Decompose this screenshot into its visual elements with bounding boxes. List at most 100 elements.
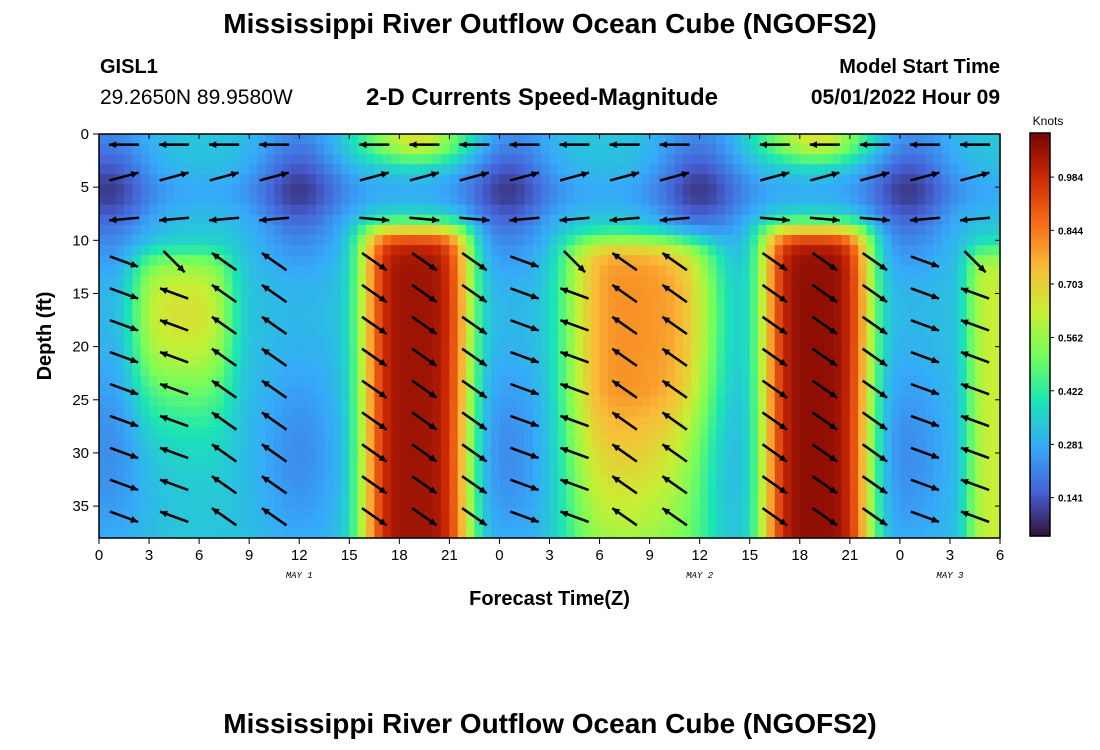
- heatmap-cell: [733, 235, 742, 246]
- heatmap-cell: [824, 457, 834, 468]
- heatmap-cell: [99, 507, 108, 519]
- heatmap-cell: [207, 265, 217, 276]
- heatmap-cell: [933, 174, 943, 186]
- heatmap-cell: [816, 295, 826, 307]
- heatmap-cell: [190, 245, 200, 256]
- heatmap-cell: [249, 497, 259, 509]
- heatmap-cell: [666, 467, 676, 478]
- heatmap-cell: [140, 154, 150, 165]
- colorbar-segment: [1030, 146, 1050, 151]
- heatmap-cell: [265, 467, 275, 478]
- heatmap-cell: [974, 457, 984, 468]
- heatmap-cell: [599, 224, 609, 236]
- heatmap-cell: [899, 194, 909, 206]
- current-arrow: [910, 287, 940, 300]
- heatmap-cell: [657, 527, 667, 539]
- heatmap-cell: [124, 457, 133, 468]
- heatmap-cell: [541, 164, 551, 175]
- current-arrow: [209, 171, 239, 182]
- heatmap-cell: [140, 265, 150, 276]
- heatmap-cell: [566, 134, 576, 145]
- heatmap-cell: [365, 457, 375, 468]
- heatmap-cell: [949, 517, 959, 529]
- heatmap-cell: [115, 336, 125, 347]
- heatmap-cell: [149, 325, 158, 337]
- heatmap-cell: [983, 426, 993, 438]
- heatmap-cell: [557, 134, 567, 145]
- heatmap-cell: [849, 275, 859, 287]
- heatmap-cell: [232, 346, 242, 357]
- heatmap-cell: [424, 305, 434, 317]
- heatmap-cell: [574, 366, 584, 377]
- heatmap-cell: [282, 144, 292, 155]
- heatmap-cell: [265, 245, 275, 256]
- heatmap-cell: [524, 305, 534, 317]
- heatmap-cell: [833, 457, 843, 468]
- heatmap-cell: [182, 295, 192, 307]
- heatmap-cell: [607, 134, 617, 145]
- heatmap-cell: [382, 527, 392, 539]
- heatmap-cell: [249, 416, 259, 428]
- heatmap-cell: [858, 235, 868, 246]
- heatmap-cell: [340, 366, 350, 377]
- heatmap-cell: [149, 356, 158, 367]
- heatmap-cell: [624, 396, 634, 408]
- heatmap-cell: [708, 305, 717, 317]
- heatmap-cell: [833, 467, 843, 478]
- heatmap-cell: [624, 154, 634, 165]
- heatmap-cell: [382, 517, 392, 529]
- heatmap-cell: [249, 325, 259, 337]
- heatmap-cell: [983, 366, 993, 377]
- heatmap-cell: [724, 457, 734, 468]
- heatmap-cell: [174, 245, 184, 256]
- date-label: MAY 1: [286, 571, 313, 581]
- heatmap-cell: [349, 477, 359, 489]
- heatmap-cell: [758, 396, 767, 408]
- heatmap-cell: [432, 285, 442, 297]
- heatmap-cell: [140, 386, 150, 398]
- heatmap-cell: [824, 527, 834, 539]
- heatmap-cell: [199, 235, 209, 246]
- heatmap-cell: [449, 356, 459, 367]
- heatmap-cell: [324, 396, 334, 408]
- heatmap-cell: [691, 134, 701, 145]
- heatmap-cell: [983, 214, 993, 226]
- heatmap-cell: [891, 174, 901, 186]
- heatmap-cell: [282, 366, 292, 377]
- heatmap-cell: [99, 487, 108, 499]
- heatmap-cell: [207, 315, 217, 327]
- heatmap-cell: [833, 184, 843, 196]
- heatmap-cell: [416, 457, 425, 468]
- heatmap-cell: [332, 285, 342, 297]
- heatmap-cell: [891, 275, 901, 287]
- heatmap-cell: [624, 265, 634, 276]
- heatmap-cell: [808, 315, 818, 327]
- heatmap-cell: [966, 305, 976, 317]
- heatmap-cell: [482, 184, 492, 196]
- current-arrow: [811, 411, 838, 431]
- heatmap-cell: [107, 437, 117, 448]
- heatmap-cell: [841, 416, 851, 428]
- heatmap-cell: [941, 194, 951, 206]
- heatmap-cell: [774, 477, 784, 489]
- heatmap-cell: [624, 507, 634, 519]
- heatmap-cell: [691, 356, 701, 367]
- heatmap-cell: [507, 396, 517, 408]
- heatmap-cell: [774, 144, 784, 155]
- heatmap-cell: [974, 366, 984, 377]
- heatmap-cell: [724, 477, 734, 489]
- heatmap-cell: [482, 527, 492, 539]
- heatmap-cell: [124, 295, 133, 307]
- colorbar-segment: [1030, 250, 1050, 255]
- heatmap-cell: [524, 477, 534, 489]
- colorbar-segment: [1030, 448, 1050, 453]
- heatmap-cell: [824, 134, 834, 145]
- heatmap-cell: [432, 527, 442, 539]
- heatmap-cell: [165, 497, 175, 509]
- heatmap-cell: [724, 214, 734, 226]
- heatmap-cell: [115, 305, 125, 317]
- heatmap-cell: [557, 356, 567, 367]
- heatmap-cell: [140, 366, 150, 377]
- heatmap-cell: [716, 517, 726, 529]
- heatmap-cell: [607, 507, 617, 519]
